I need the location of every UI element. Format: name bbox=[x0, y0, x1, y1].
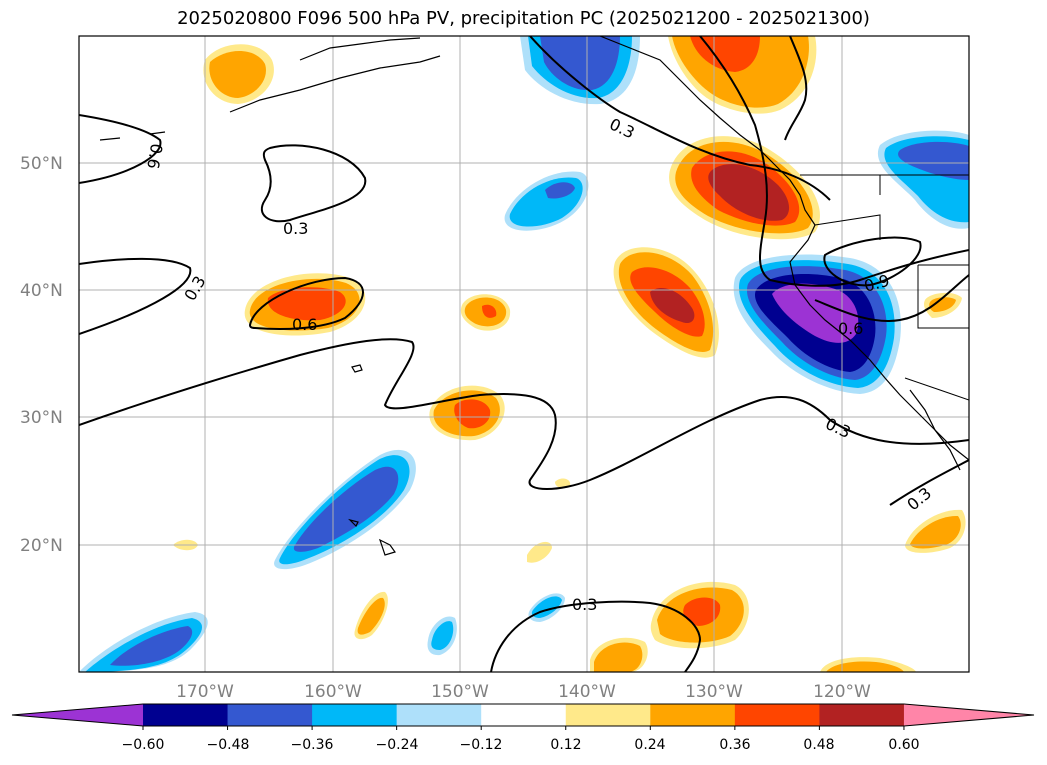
colorbar-extend-min bbox=[12, 704, 143, 726]
colorbar-swatch bbox=[481, 704, 567, 726]
colorbar-tick-label: −0.60 bbox=[122, 737, 165, 753]
map-title: 2025020800 F096 500 hPa PV, precipitatio… bbox=[177, 8, 870, 29]
colorbar-tick-label: 0.60 bbox=[888, 737, 919, 753]
colorbar-swatch bbox=[650, 704, 736, 726]
lat-label: 40°N bbox=[20, 281, 63, 301]
coastlines bbox=[99, 36, 969, 556]
colorbar-tick-label: −0.24 bbox=[376, 737, 419, 753]
contour-label: 0.3 bbox=[283, 219, 308, 238]
colorbar-swatch bbox=[819, 704, 905, 726]
lat-label: 30°N bbox=[20, 408, 63, 428]
colorbar-swatch bbox=[396, 704, 482, 726]
graticule bbox=[79, 36, 969, 672]
map-frame bbox=[78, 35, 970, 673]
lon-label: 140°W bbox=[558, 682, 616, 702]
precipitation-anomaly-shading bbox=[79, 36, 969, 672]
latitude-labels: 50°N 40°N 30°N 20°N bbox=[20, 154, 63, 556]
colorbar-tick-labels: −0.60 −0.48 −0.36 −0.24 −0.12 0.12 0.24 … bbox=[122, 737, 920, 753]
map-area: 0.3 0.3 0.6 0.6 0.3 0.9 0.6 0.3 0.3 0.3 bbox=[79, 36, 969, 672]
colorbar-swatch bbox=[143, 704, 229, 726]
contour-label: 0.6 bbox=[292, 315, 317, 334]
colorbar-tick-label: −0.12 bbox=[460, 737, 503, 753]
contour-label: 0.6 bbox=[143, 142, 166, 170]
colorbar-tick-label: 0.36 bbox=[719, 737, 750, 753]
lon-label: 120°W bbox=[813, 682, 871, 702]
contour-label: 0.6 bbox=[838, 319, 863, 338]
colorbar bbox=[11, 703, 1035, 730]
lon-label: 150°W bbox=[431, 682, 489, 702]
lat-label: 20°N bbox=[20, 536, 63, 556]
colorbar-extend-max bbox=[903, 704, 1034, 726]
colorbar-tick-label: −0.36 bbox=[291, 737, 334, 753]
contour-label: 0.3 bbox=[572, 595, 597, 614]
colorbar-swatch bbox=[565, 704, 651, 726]
lat-label: 50°N bbox=[20, 154, 63, 174]
pv-contours bbox=[79, 36, 969, 672]
colorbar-tick-label: −0.48 bbox=[207, 737, 250, 753]
longitude-labels: 170°W 160°W 150°W 140°W 130°W 120°W bbox=[176, 682, 871, 702]
lon-label: 170°W bbox=[176, 682, 234, 702]
colorbar-swatch bbox=[227, 704, 313, 726]
colorbar-tick-label: 0.48 bbox=[803, 737, 834, 753]
colorbar-tick-label: 0.12 bbox=[550, 737, 581, 753]
colorbar-swatch bbox=[734, 704, 820, 726]
colorbar-swatch bbox=[312, 704, 398, 726]
colorbar-tick-label: 0.24 bbox=[634, 737, 665, 753]
lon-label: 130°W bbox=[685, 682, 743, 702]
political-borders bbox=[800, 174, 969, 401]
lon-label: 160°W bbox=[304, 682, 362, 702]
